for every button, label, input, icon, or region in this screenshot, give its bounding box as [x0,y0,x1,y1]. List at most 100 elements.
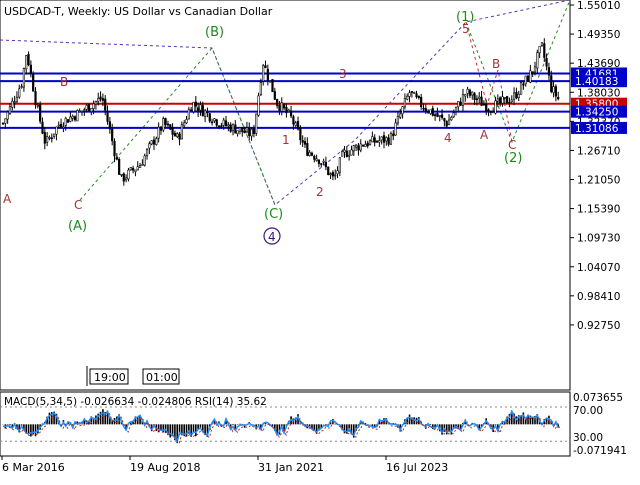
wave-guide-red-forecast [465,21,513,143]
candle-body [501,96,504,104]
indicator-tick-label: 30.00 [573,432,603,444]
candle-body [403,98,407,108]
candle-body [494,100,497,114]
candle-body [108,121,111,130]
candle-body [422,107,425,110]
candle-body [517,93,520,98]
candle-body [243,130,246,134]
candle-body [399,113,402,118]
price-tick-label: 1.04070 [577,262,620,274]
candle-body [380,136,383,141]
candle-body [83,109,86,112]
wave-label: 4 [268,230,276,244]
wave-label: (1) [456,10,474,25]
candle-body [276,99,279,106]
candle-body [57,124,60,127]
candle-body [503,96,506,99]
candle-body [190,109,193,112]
candle-body [85,104,88,110]
candle-body [317,159,321,164]
candle-body [248,127,251,137]
candle-body [145,149,149,157]
candle-body [22,68,26,88]
candle-body [389,133,393,145]
main-plot-frame [0,0,571,391]
candle-body [53,133,56,137]
price-level-tag-box [571,121,627,134]
candle-body [264,65,267,69]
candle-body [382,135,386,143]
candle-body [485,103,488,112]
candle-body [236,130,239,135]
candle-body [292,116,295,125]
candle-body [104,98,107,111]
indicator-tick-label: 0.073655 [573,392,623,404]
candle-body [229,124,232,132]
candle-body [25,55,28,70]
candle-body [90,107,93,112]
candle-body [368,140,372,145]
candle-body [552,86,555,93]
candle-body [127,169,130,180]
candle-body [526,75,530,82]
wave-label: 5 [462,22,470,36]
time-label-2: 01:00 [146,371,178,384]
candle-body [171,127,174,135]
candle-body [452,112,455,118]
price-tick-label: 0.98410 [577,291,620,303]
candle-body [396,116,400,124]
candle-body [436,112,439,117]
candle-body [273,91,276,100]
candle-body [192,102,195,112]
candle-body [424,108,427,111]
candle-body [313,155,316,160]
candle-body [508,101,511,104]
candle-body [299,128,302,141]
candle-body [113,140,116,157]
candle-body [29,64,32,74]
candle-body [431,108,434,116]
candle-body [440,114,444,118]
candle-body [459,101,462,106]
candle-body [157,126,160,139]
candle-body [143,155,146,166]
candle-body [557,97,560,100]
candle-body [280,102,283,112]
candle-body [540,42,544,46]
time-label-box-1 [89,368,129,385]
candle-body [152,139,156,145]
candle-body [515,91,518,99]
candle-body [348,154,351,157]
candle-body [150,140,153,145]
candle-body [334,174,337,177]
candle-body [378,140,381,143]
candle-body [341,151,344,157]
price-axis: 1.550101.493501.436901.380301.323701.267… [570,0,620,332]
price-tick-label: 1.26710 [577,145,620,157]
candle-body [13,101,16,103]
wave-label: A [3,192,12,206]
candle-body [294,122,297,126]
candle-body [375,140,379,143]
candle-body [27,54,30,66]
candle-body [487,109,490,112]
price-tick-label: 1.21050 [577,175,620,187]
candle-body [301,140,304,143]
time-label-1: 19:00 [94,371,126,384]
candle-body [259,82,262,95]
candle-body [111,128,114,142]
candle-body [524,75,527,85]
date-tick-label: 31 Jan 2021 [258,461,324,474]
price-level-tag-box [571,105,627,118]
date-axis: 6 Mar 2016 19 Aug 2018 31 Jan 2021 16 Jul 2… [1,456,448,474]
candle-body [392,133,395,137]
candle-body [489,111,492,113]
candle-body [73,116,77,121]
candle-body [478,96,481,99]
candle-body [48,137,51,139]
candle-body [529,70,532,83]
candle-body [461,94,465,106]
